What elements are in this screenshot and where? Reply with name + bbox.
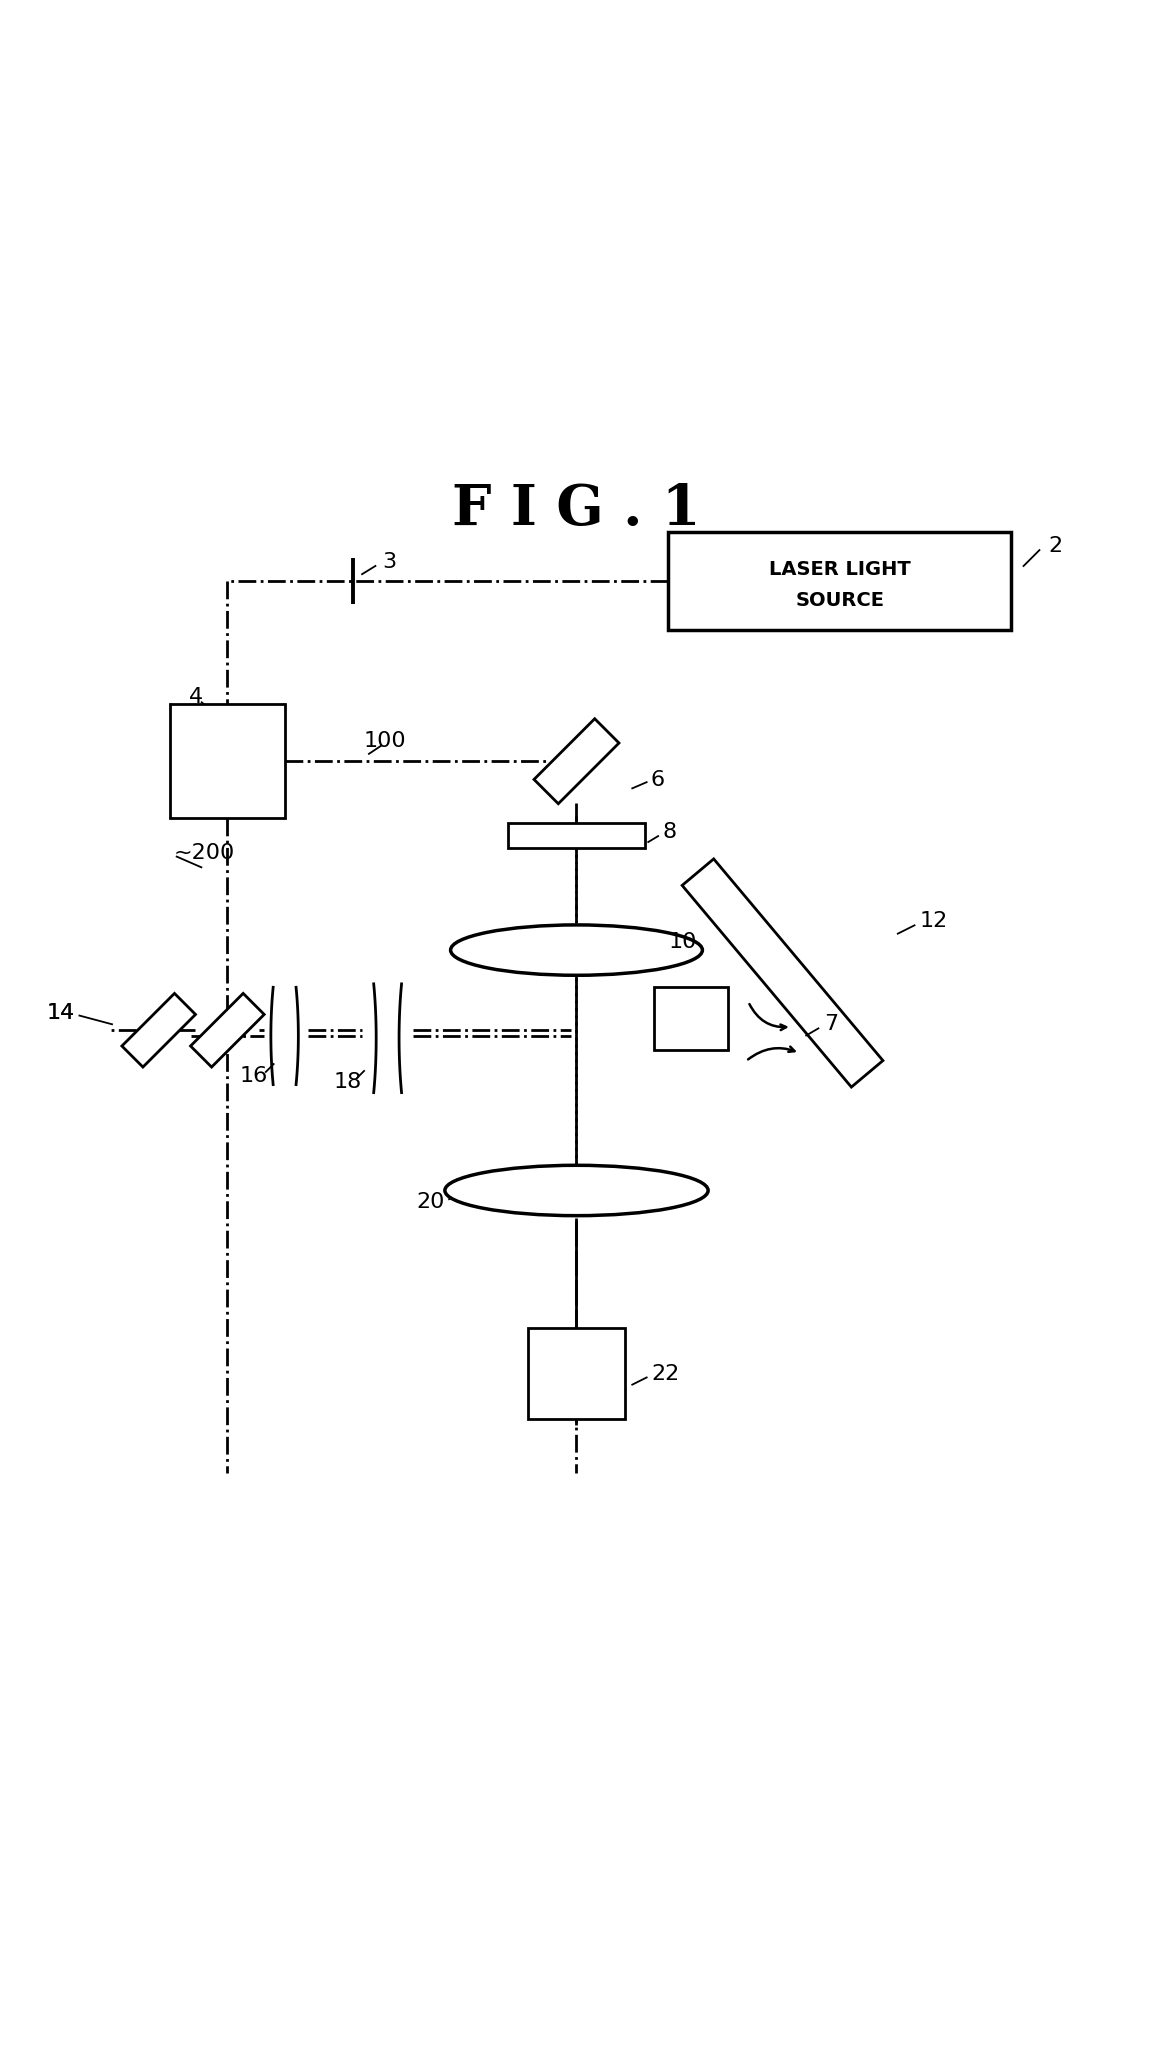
Text: 14: 14 bbox=[47, 1004, 75, 1022]
Ellipse shape bbox=[445, 1166, 708, 1215]
Text: LASER LIGHT: LASER LIGHT bbox=[769, 559, 911, 578]
Bar bbox=[668, 533, 1011, 629]
Text: 8: 8 bbox=[662, 822, 677, 842]
Text: 4: 4 bbox=[189, 686, 204, 707]
Bar bbox=[528, 1328, 625, 1420]
Text: 2: 2 bbox=[1048, 537, 1062, 555]
Text: 7: 7 bbox=[823, 1014, 838, 1035]
Text: 100: 100 bbox=[364, 731, 407, 750]
Text: F I G . 1: F I G . 1 bbox=[452, 482, 701, 537]
Polygon shape bbox=[122, 994, 196, 1068]
Text: SOURCE: SOURCE bbox=[796, 590, 884, 611]
Text: 10: 10 bbox=[668, 932, 696, 953]
Bar bbox=[654, 988, 729, 1051]
Polygon shape bbox=[683, 859, 883, 1088]
Text: ~200: ~200 bbox=[174, 842, 235, 863]
Text: 16: 16 bbox=[240, 1065, 267, 1086]
Bar bbox=[507, 824, 646, 848]
Polygon shape bbox=[534, 719, 619, 803]
Bar bbox=[171, 705, 285, 818]
Text: 14: 14 bbox=[47, 1004, 75, 1022]
Text: 6: 6 bbox=[651, 770, 665, 789]
Polygon shape bbox=[190, 994, 264, 1068]
Ellipse shape bbox=[451, 924, 702, 975]
Text: 18: 18 bbox=[333, 1072, 362, 1092]
Text: 3: 3 bbox=[382, 551, 395, 572]
Text: 12: 12 bbox=[920, 912, 948, 932]
Text: 20: 20 bbox=[416, 1193, 445, 1211]
Text: 22: 22 bbox=[651, 1365, 679, 1383]
